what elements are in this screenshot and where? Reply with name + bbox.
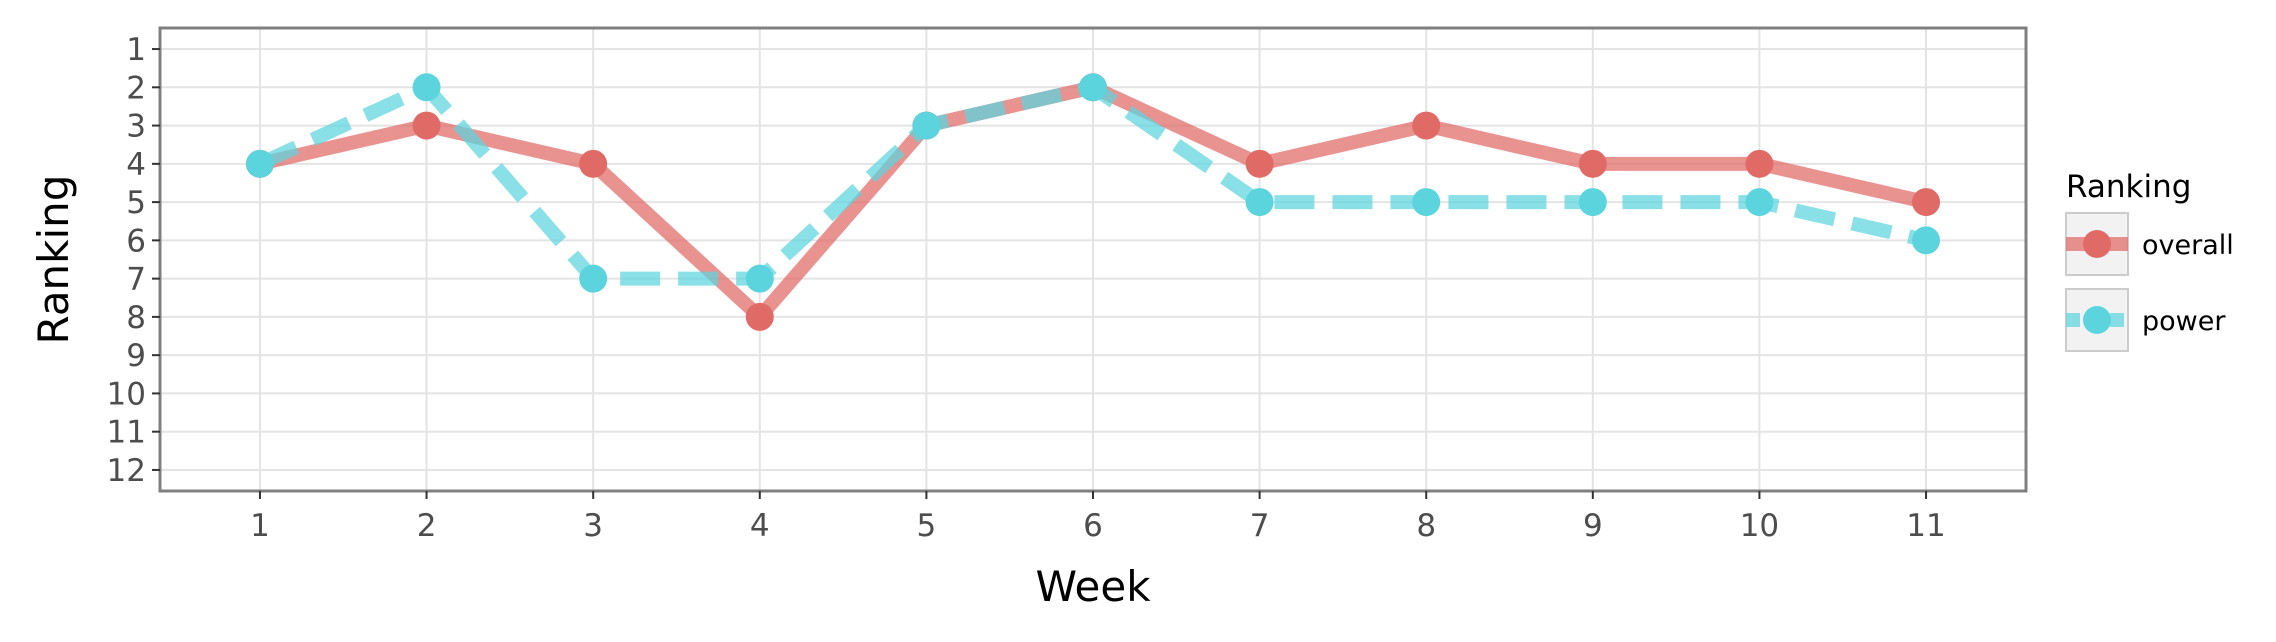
x-tick-label: 5 <box>917 508 937 544</box>
legend-marker-power <box>2083 306 2111 334</box>
x-tick-label: 6 <box>1083 508 1103 544</box>
x-tick-label: 10 <box>1740 508 1779 544</box>
y-tick-label: 11 <box>107 415 146 451</box>
legend-title: Ranking <box>2066 169 2191 205</box>
data-point-power <box>1412 188 1441 217</box>
data-point-power <box>1245 188 1274 217</box>
data-point-power <box>1745 188 1774 217</box>
series-layer <box>245 73 1941 331</box>
y-tick-label: 9 <box>126 338 146 374</box>
y-tick-label: 4 <box>126 147 146 183</box>
y-tick-label: 6 <box>126 223 146 259</box>
data-point-overall <box>745 302 774 331</box>
x-axis-title: Week <box>1035 562 1151 611</box>
y-tick-label: 7 <box>126 262 146 298</box>
data-point-overall <box>412 111 441 140</box>
data-point-overall <box>1745 149 1774 178</box>
y-tick-label: 1 <box>126 32 146 68</box>
x-tick-label: 1 <box>250 508 270 544</box>
data-point-power <box>912 111 941 140</box>
data-point-overall <box>1912 188 1941 217</box>
y-tick-label: 5 <box>126 185 146 221</box>
x-axis: 1 2 3 4 5 6 7 8 9 10 11 <box>250 491 1946 544</box>
x-tick-label: 7 <box>1250 508 1270 544</box>
x-tick-label: 4 <box>750 508 770 544</box>
x-tick-label: 11 <box>1906 508 1945 544</box>
y-tick-label: 12 <box>107 453 146 489</box>
legend: Ranking overall power <box>2065 169 2234 352</box>
x-tick-label: 3 <box>583 508 603 544</box>
y-axis-title: Ranking <box>29 175 78 345</box>
legend-marker-overall <box>2083 230 2111 258</box>
data-point-power <box>245 149 274 178</box>
legend-item-power: power <box>2065 288 2226 352</box>
data-point-overall <box>1578 149 1607 178</box>
data-point-power <box>412 73 441 102</box>
data-point-power <box>1079 73 1107 102</box>
legend-item-overall: overall <box>2065 212 2234 276</box>
data-point-overall <box>1412 111 1441 140</box>
data-point-overall <box>579 149 608 178</box>
x-tick-label: 8 <box>1416 508 1436 544</box>
data-point-power <box>1578 188 1607 217</box>
data-point-power <box>579 264 608 293</box>
data-point-overall <box>1245 149 1274 178</box>
data-point-power <box>745 264 774 293</box>
y-tick-label: 2 <box>126 70 146 106</box>
x-tick-label: 2 <box>417 508 437 544</box>
y-tick-label: 10 <box>107 376 146 412</box>
series-power <box>245 73 1941 293</box>
y-tick-label: 3 <box>126 109 146 145</box>
y-tick-label: 8 <box>126 300 146 336</box>
legend-label-power: power <box>2142 306 2226 337</box>
x-tick-label: 9 <box>1583 508 1603 544</box>
legend-label-overall: overall <box>2142 230 2234 261</box>
data-point-power <box>1912 226 1941 255</box>
